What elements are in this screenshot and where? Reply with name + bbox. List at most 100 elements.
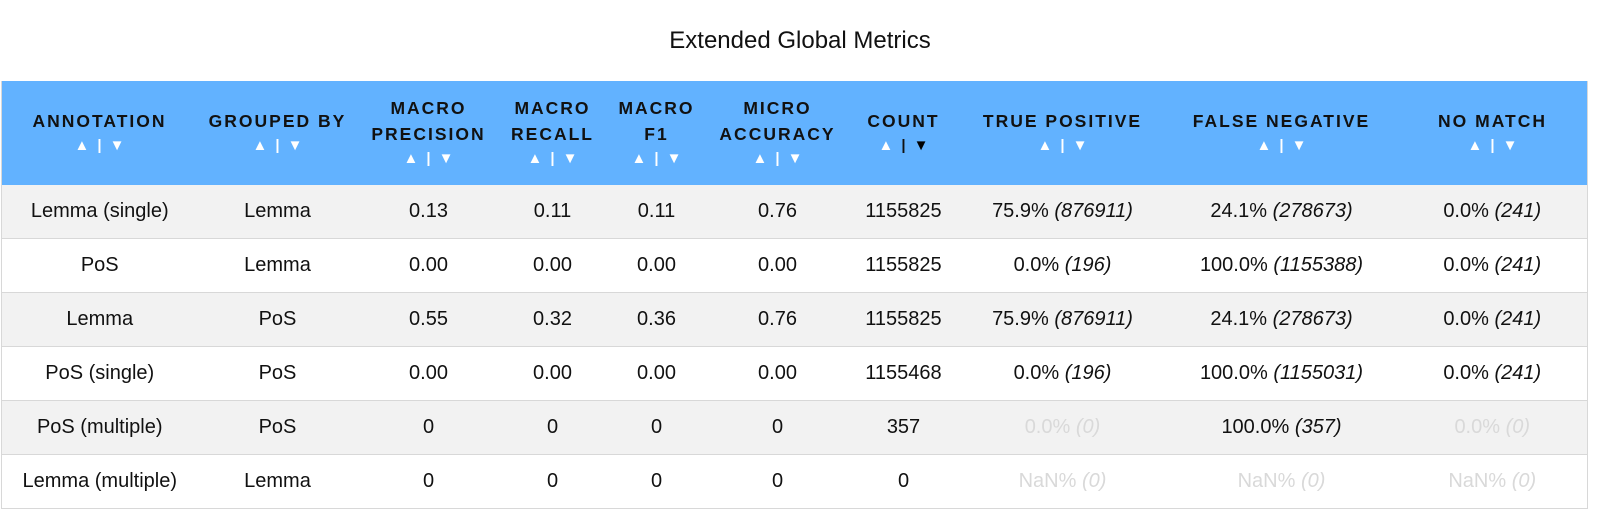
count-value: (241) <box>1494 362 1542 384</box>
cell-grouped-by: PoS <box>197 346 358 401</box>
percent-value: 0.0% <box>1024 416 1071 438</box>
sort-ascending-icon[interactable]: ▲ <box>878 137 894 154</box>
count-value: (876911) <box>1054 200 1133 222</box>
column-header-label: GROUPED BY <box>208 111 347 131</box>
percent-value: 0.0% <box>1454 416 1501 438</box>
sort-ascending-icon[interactable]: ▲ <box>1037 137 1053 154</box>
count-value: (0) <box>1081 470 1107 492</box>
column-header-macro-recall[interactable]: MACRO RECALL ▲ | ▼ <box>499 81 606 185</box>
count-value: (357) <box>1294 416 1342 438</box>
count-value: (0) <box>1505 416 1531 438</box>
sort-descending-icon[interactable]: ▼ <box>787 150 803 167</box>
percent-value: 0.0% <box>1443 200 1489 222</box>
cell-macro-precision: 0 <box>357 400 500 455</box>
column-header-true-positive[interactable]: TRUE POSITIVE ▲ | ▼ <box>959 81 1166 185</box>
sort-ascending-icon[interactable]: ▲ <box>74 137 90 154</box>
percent-value: 0.0% <box>1443 362 1489 384</box>
count-value: (0) <box>1511 470 1537 492</box>
sort-ascending-icon[interactable]: ▲ <box>1467 137 1483 154</box>
count-value: (1155388) <box>1273 254 1364 276</box>
sort-separator: | <box>426 150 431 167</box>
column-header-annotation[interactable]: ANNOTATION ▲ | ▼ <box>1 81 198 185</box>
percent-value: 75.9% <box>992 200 1049 222</box>
cell-macro-precision: 0.00 <box>357 346 500 401</box>
sort-controls: ▲ | ▼ <box>1168 134 1395 158</box>
cell-macro-f1: 0 <box>605 400 708 455</box>
cell-true-positive: 0.0% (0) <box>959 400 1166 455</box>
cell-annotation: PoS <box>1 238 198 293</box>
cell-annotation: PoS (multiple) <box>1 400 198 455</box>
sort-ascending-icon[interactable]: ▲ <box>527 150 543 167</box>
count-value: (241) <box>1494 254 1542 276</box>
percent-value: 100.0% <box>1199 362 1268 384</box>
sort-separator: | <box>1279 137 1284 154</box>
count-value: (0) <box>1075 416 1101 438</box>
sort-descending-icon[interactable]: ▼ <box>666 150 682 167</box>
sort-ascending-icon[interactable]: ▲ <box>1256 137 1272 154</box>
count-value: (196) <box>1064 254 1112 276</box>
cell-true-positive: 0.0% (196) <box>959 346 1166 401</box>
cell-false-negative: 100.0% (1155388) <box>1165 238 1398 293</box>
sort-ascending-icon[interactable]: ▲ <box>631 150 647 167</box>
sort-separator: | <box>775 150 780 167</box>
sort-descending-icon[interactable]: ▼ <box>1502 137 1518 154</box>
cell-macro-recall: 0.00 <box>499 238 606 293</box>
cell-count: 0 <box>847 454 960 509</box>
sort-ascending-icon[interactable]: ▲ <box>752 150 768 167</box>
cell-count: 1155825 <box>847 292 960 347</box>
sort-controls: ▲ | ▼ <box>710 147 845 171</box>
sort-descending-icon[interactable]: ▼ <box>1291 137 1307 154</box>
cell-grouped-by: Lemma <box>197 185 358 239</box>
sort-ascending-icon[interactable]: ▲ <box>252 137 268 154</box>
percent-value: 100.0% <box>1221 416 1290 438</box>
sort-controls: ▲ | ▼ <box>502 147 603 171</box>
sort-descending-icon[interactable]: ▼ <box>1072 137 1088 154</box>
sort-descending-icon[interactable]: ▼ <box>109 137 125 154</box>
cell-micro-accuracy: 0.00 <box>707 238 848 293</box>
column-header-grouped-by[interactable]: GROUPED BY ▲ | ▼ <box>197 81 358 185</box>
cell-true-positive: 75.9% (876911) <box>959 185 1166 239</box>
sort-ascending-icon[interactable]: ▲ <box>403 150 419 167</box>
column-header-label: ANNOTATION <box>32 111 167 131</box>
cell-macro-recall: 0.11 <box>499 185 606 239</box>
table-row: Lemma (single) Lemma 0.13 0.11 0.11 0.76 11558… <box>1 185 1588 239</box>
cell-macro-recall: 0 <box>499 454 606 509</box>
cell-micro-accuracy: 0.76 <box>707 185 848 239</box>
count-value: (278673) <box>1272 308 1353 330</box>
percent-value: NaN% <box>1018 470 1077 492</box>
column-header-no-match[interactable]: NO MATCH ▲ | ▼ <box>1397 81 1588 185</box>
count-value: (278673) <box>1272 200 1353 222</box>
count-value: (241) <box>1494 200 1542 222</box>
cell-macro-recall: 0.32 <box>499 292 606 347</box>
column-header-count[interactable]: COUNT ▲ | ▼ <box>847 81 960 185</box>
cell-annotation: PoS (single) <box>1 346 198 401</box>
cell-macro-precision: 0.00 <box>357 238 500 293</box>
cell-macro-precision: 0 <box>357 454 500 509</box>
table-body: Lemma (single) Lemma 0.13 0.11 0.11 0.76 11558… <box>1 185 1588 509</box>
sort-descending-icon[interactable]: ▼ <box>438 150 454 167</box>
count-value: (241) <box>1494 308 1542 330</box>
sort-descending-icon[interactable]: ▼ <box>287 137 303 154</box>
sort-separator: | <box>654 150 659 167</box>
cell-false-negative: 100.0% (357) <box>1165 400 1398 455</box>
cell-micro-accuracy: 0 <box>707 454 848 509</box>
table-row: PoS (multiple) PoS 0 0 0 0 357 0.0% (0) 100.0% (… <box>1 400 1588 455</box>
column-header-macro-f1[interactable]: MACRO F1 ▲ | ▼ <box>605 81 708 185</box>
cell-annotation: Lemma <box>1 292 198 347</box>
cell-micro-accuracy: 0.76 <box>707 292 848 347</box>
column-header-label: RECALL <box>511 124 594 144</box>
column-header-false-negative[interactable]: FALSE NEGATIVE ▲ | ▼ <box>1165 81 1398 185</box>
cell-false-negative: NaN% (0) <box>1165 454 1398 509</box>
cell-no-match: NaN% (0) <box>1397 454 1588 509</box>
sort-controls: ▲ | ▼ <box>1400 134 1585 158</box>
sort-descending-icon[interactable]: ▼ <box>562 150 578 167</box>
metrics-table: ANNOTATION ▲ | ▼ GROUPED BY ▲ | ▼ MACRO PRECISION… <box>1 81 1588 509</box>
sort-descending-icon[interactable]: ▼ <box>913 137 929 154</box>
column-header-micro-accuracy[interactable]: MICRO ACCURACY ▲ | ▼ <box>707 81 848 185</box>
column-header-macro-precision[interactable]: MACRO PRECISION ▲ | ▼ <box>357 81 500 185</box>
cell-no-match: 0.0% (241) <box>1397 346 1588 401</box>
column-header-label: COUNT <box>867 111 940 131</box>
cell-false-negative: 24.1% (278673) <box>1165 185 1398 239</box>
column-header-label: TRUE POSITIVE <box>982 111 1143 131</box>
